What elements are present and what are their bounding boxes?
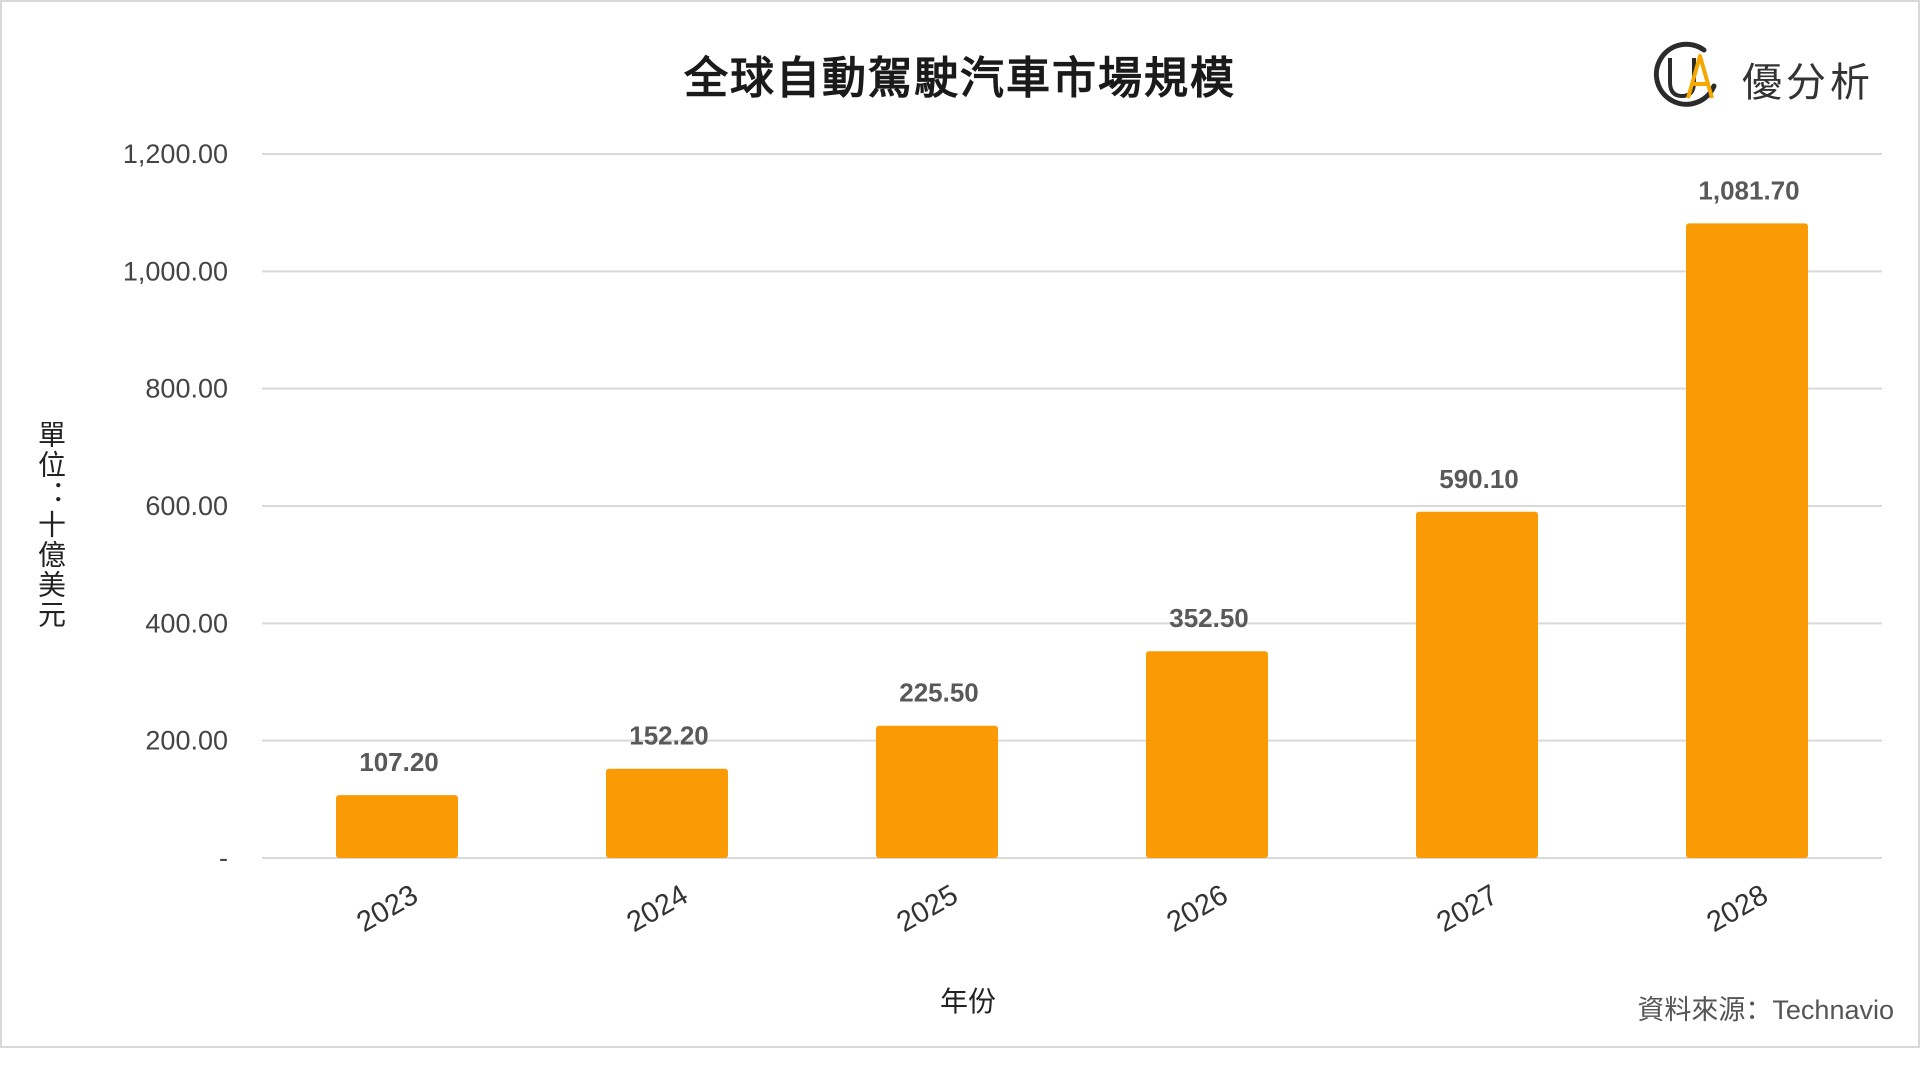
data-label: 352.50 [1169,603,1249,633]
gridlines [262,153,1882,859]
y-tick-label: 200.00 [145,726,228,756]
bar [606,768,728,858]
x-tick-label: 2026 [1162,879,1234,939]
data-label: 590.10 [1439,464,1519,494]
y-tick-label: 600.00 [145,491,228,521]
data-label: 152.20 [629,721,709,751]
y-tick-label: 1,000.00 [123,256,228,286]
x-axis-label: 年份 [940,985,997,1018]
bar [1686,223,1808,859]
data-labels: 107.20 152.20 225.50 352.50 590.10 1,081.70 [359,175,1799,777]
y-axis-label: 單位：十億美元 [34,420,67,630]
ua-logo-icon [1653,41,1717,107]
y-tick-label: - [219,843,228,873]
x-tick-label: 2025 [892,879,964,939]
bar [1146,651,1268,858]
x-axis-ticks: 2023 2024 2025 2026 2027 2028 [352,879,1774,939]
y-tick-label: 1,200.00 [123,139,228,169]
brand-logo: 優分析 [1652,40,1882,112]
chart-title: 全球自動駕駛汽車市場規模 [684,53,1236,104]
x-tick-label: 2027 [1432,879,1504,939]
bar [1416,511,1538,858]
y-tick-label: 800.00 [145,374,228,404]
brand-name: 優分析 [1742,60,1874,106]
bar [336,795,458,858]
x-tick-label: 2023 [352,879,424,939]
data-label: 225.50 [899,678,979,708]
x-tick-label: 2024 [622,879,694,939]
y-axis-ticks: - 200.00 400.00 600.00 800.00 1,000.00 1,200.0… [123,139,228,873]
y-tick-label: 400.00 [145,608,228,638]
source-note: 資料來源：Technavio [1637,995,1894,1025]
data-label: 107.20 [359,747,439,777]
bars [336,223,1808,859]
bar [876,725,998,858]
data-label: 1,081.70 [1698,175,1799,205]
x-tick-label: 2028 [1702,879,1774,939]
